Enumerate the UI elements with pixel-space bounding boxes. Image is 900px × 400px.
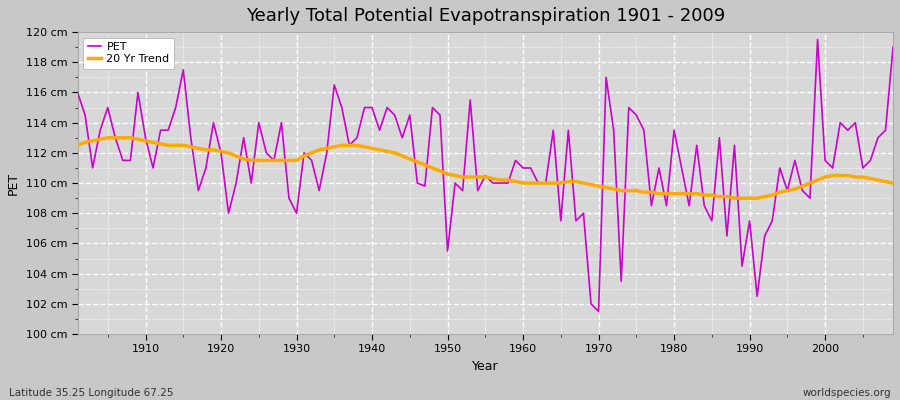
Text: Latitude 35.25 Longitude 67.25: Latitude 35.25 Longitude 67.25	[9, 388, 174, 398]
20 Yr Trend	[352, 143, 363, 148]
20 Yr Trend	[306, 150, 317, 155]
20 Yr Trend	[526, 181, 536, 186]
PET	[616, 279, 626, 284]
PET	[344, 143, 355, 148]
PET	[518, 166, 528, 170]
PET	[510, 158, 521, 163]
20 Yr Trend	[616, 188, 626, 193]
PET	[812, 37, 823, 42]
Line: 20 Yr Trend: 20 Yr Trend	[77, 138, 893, 198]
20 Yr Trend	[140, 138, 151, 143]
Title: Yearly Total Potential Evapotranspiration 1901 - 2009: Yearly Total Potential Evapotranspiratio…	[246, 7, 724, 25]
X-axis label: Year: Year	[472, 360, 499, 373]
20 Yr Trend	[729, 196, 740, 200]
Y-axis label: PET: PET	[7, 172, 20, 195]
20 Yr Trend	[887, 181, 898, 186]
Legend: PET, 20 Yr Trend: PET, 20 Yr Trend	[83, 38, 174, 69]
PET	[593, 309, 604, 314]
PET	[299, 150, 310, 155]
20 Yr Trend	[72, 143, 83, 148]
PET	[72, 90, 83, 95]
PET	[887, 45, 898, 50]
PET	[132, 90, 143, 95]
Text: worldspecies.org: worldspecies.org	[803, 388, 891, 398]
20 Yr Trend	[103, 135, 113, 140]
20 Yr Trend	[518, 181, 528, 186]
Line: PET: PET	[77, 40, 893, 312]
